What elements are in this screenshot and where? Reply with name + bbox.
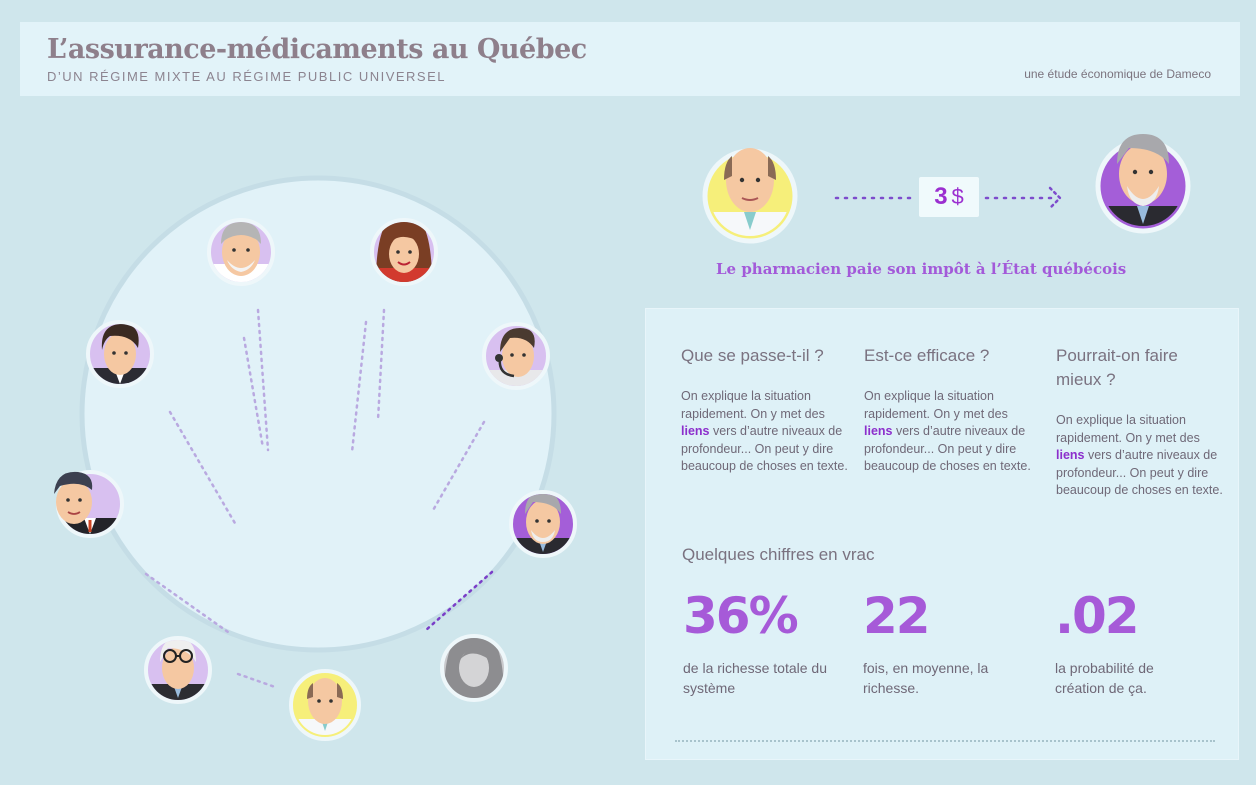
stat-value: .02 [1055,587,1140,645]
page-title: L’assurance-médicaments au Québec [47,34,587,65]
stat-label: la probabilité de création de ça. [1055,660,1154,696]
stat-item: 36% de la richesse totale du système [683,586,853,698]
column-could-be-better: Pourrait-on faire mieux ? On explique la… [1056,344,1224,500]
column-is-it-efficient: Est-ce efficace ? On explique la situati… [864,344,1032,476]
flow-line [256,308,270,452]
flow-line [350,320,368,454]
header-bar: L’assurance-médicaments au Québec D’UN R… [20,22,1240,96]
stat-value: 22 [863,587,931,645]
stat-item: .02 la probabilité de création de ça. [1055,586,1225,698]
transaction-caption: Le pharmacien paie son impôt à l’État qu… [716,260,1127,278]
transaction-graphic [702,134,1191,244]
column-text: On explique la situation rapidement. On … [681,389,848,473]
stat-label: de la richesse totale du système [683,660,827,696]
amount-badge: 3 $ [919,177,979,217]
depth-link[interactable]: liens [864,424,893,438]
flow-line [236,672,277,689]
character-woman-brunette[interactable] [370,212,438,288]
column-title: Que se passe-t-il ? [681,346,824,365]
character-glasses-man[interactable] [144,636,212,714]
column-text: On explique la situation rapidement. On … [1056,413,1223,497]
column-text: On explique la situation rapidement. On … [864,389,1031,473]
stat-value: 36% [683,587,799,645]
character-old-bearded-man-large[interactable] [1095,134,1191,236]
transaction-area: 3 $ Le pharmacien paie son impôt à l’Éta… [640,100,1256,300]
flow-line [168,410,238,527]
stat-label: fois, en moyenne, la richesse. [863,660,989,696]
flow-line [144,572,230,634]
stat-item: 22 fois, en moyenne, la richesse. [863,586,1033,698]
depth-link[interactable]: liens [681,424,710,438]
stats-section-title: Quelques chiffres en vrac [682,545,875,564]
flow-cycle-diagram [54,175,577,749]
flow-line [376,308,386,422]
character-grey-woman[interactable] [440,628,508,702]
flow-line-active [424,570,494,632]
character-old-bearded-man-2[interactable] [509,490,577,568]
column-title: Est-ce efficace ? [864,346,990,365]
flow-lines [144,308,494,689]
cycle-ring [79,175,557,653]
character-bald-pharmacist[interactable] [289,669,361,749]
transaction-arrow [834,186,1062,210]
credit-text: une étude économique de Dameco [1024,67,1211,81]
dotted-divider [675,740,1215,742]
character-bald-pharmacist-large[interactable] [702,148,798,244]
column-what-happens: Que se passe-t-il ? On explique la situa… [681,344,849,476]
amount-value: 3 [934,183,948,210]
column-title: Pourrait-on faire mieux ? [1056,346,1178,389]
flow-line [430,420,486,514]
character-old-bearded-man[interactable] [207,218,275,294]
character-politician[interactable] [54,470,124,548]
page-subtitle: D’UN RÉGIME MIXTE AU RÉGIME PUBLIC UNIVE… [47,69,447,84]
info-panel: Que se passe-t-il ? On explique la situa… [645,308,1239,760]
flow-line [242,336,265,450]
character-dark-haired-man[interactable] [86,320,154,398]
character-headset-agent[interactable] [482,322,550,400]
currency-symbol: $ [951,184,964,209]
depth-link[interactable]: liens [1056,448,1085,462]
